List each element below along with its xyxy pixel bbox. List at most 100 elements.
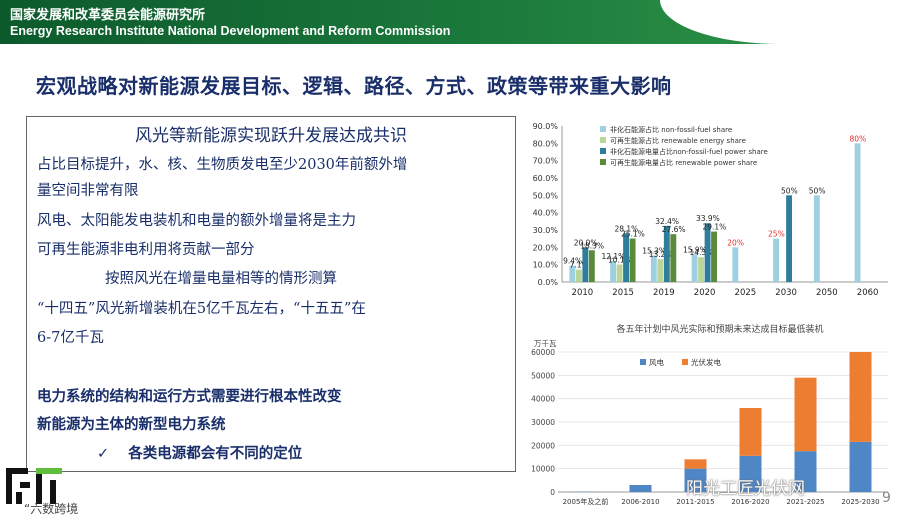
y-tick-label: 20.0% xyxy=(533,243,559,252)
text-line: 占比目标提升，水、核、生物质发电至少2030年前额外增 xyxy=(37,157,408,173)
y-tick-label: 50.0% xyxy=(533,191,559,200)
bar-segment xyxy=(684,468,707,492)
legend-label: 非化石能源电量占比non-fossil-fuel power share xyxy=(610,147,768,156)
x-tick-label: 2019 xyxy=(653,288,675,298)
bar xyxy=(711,231,718,282)
bar xyxy=(670,234,677,282)
bar xyxy=(582,247,589,282)
page-number: 9 xyxy=(882,490,891,506)
text-line: 6-7亿千瓦 xyxy=(37,330,104,346)
text-line: 量空间非常有限 xyxy=(37,183,139,199)
bar-segment xyxy=(739,455,762,492)
bar-segment xyxy=(849,441,872,492)
legend-swatch xyxy=(600,126,606,132)
data-label: 27.6% xyxy=(662,225,686,234)
data-label: 9.4% xyxy=(563,257,582,266)
slide-title: 宏观战略对新能源发展目标、逻辑、路径、方式、政策等带来重大影响 xyxy=(36,74,672,98)
bar xyxy=(650,255,657,282)
logo-text: “六数跨境 xyxy=(24,502,79,516)
x-tick-label: 2015 xyxy=(612,288,634,298)
data-label: 14.3% xyxy=(689,248,713,257)
data-label: 10.1% xyxy=(608,255,632,264)
x-tick-label: 2021-2025 xyxy=(786,498,824,506)
legend-swatch xyxy=(600,137,606,143)
data-label: 28.1% xyxy=(614,224,638,233)
y-tick-label: 70.0% xyxy=(533,157,559,166)
bar xyxy=(588,250,595,282)
x-tick-label: 2030 xyxy=(775,288,797,298)
y-tick-label: 30.0% xyxy=(533,226,559,235)
logo-icon xyxy=(6,468,62,504)
x-tick-label: 2005年及之前 xyxy=(563,497,609,506)
check-item: ✓ 各类电源都会有不同的定位 xyxy=(97,442,302,463)
share-chart: 0.0% 10.0% 20.0% 30.0% 40.0% 50.0% 60.0% 70.0% 8… xyxy=(533,122,888,298)
legend-label: 可再生能源电量占比 renewable power share xyxy=(610,158,757,167)
y-tick-label: 20000 xyxy=(531,441,555,450)
bar xyxy=(786,195,793,282)
bar xyxy=(698,257,705,282)
bar xyxy=(704,223,711,282)
x-tick-label: 2025 xyxy=(735,288,757,298)
data-label: 7.1% xyxy=(570,261,589,270)
bar xyxy=(773,238,780,282)
data-label: 50% xyxy=(809,186,826,195)
y-tick-label: 40000 xyxy=(531,395,555,404)
y-tick-label: 60.0% xyxy=(533,174,559,183)
data-label: 20% xyxy=(727,238,744,247)
legend-swatch xyxy=(600,159,606,165)
y-tick-label: 10000 xyxy=(531,465,555,474)
y-tick-label: 40.0% xyxy=(533,209,559,218)
bar xyxy=(732,247,739,282)
data-label: 12.1% xyxy=(601,252,625,261)
bar xyxy=(623,233,630,282)
x-tick-label: 2020 xyxy=(694,288,716,298)
data-label: 29.1% xyxy=(702,223,726,232)
text-box-title: 风光等新能源实现跃升发展达成共识 xyxy=(135,126,407,146)
bar xyxy=(629,238,636,282)
y-tick-label: 10.0% xyxy=(533,261,559,270)
legend-label: 光伏发电 xyxy=(691,357,721,367)
org-name-en: Energy Research Institute National Devel… xyxy=(10,24,451,38)
text-box: 风光等新能源实现跃升发展达成共识 占比目标提升，水、核、生物质发电至少2030年… xyxy=(26,116,516,472)
x-tick-label: 2006-2010 xyxy=(621,498,659,506)
check-item-label: 各类电源都会有不同的定位 xyxy=(128,446,303,462)
legend-swatch xyxy=(600,148,606,154)
legend-swatch xyxy=(640,359,646,365)
text-line: “十四五”风光新增装机在5亿千瓦左右，“十五五”在 xyxy=(37,301,366,317)
bar xyxy=(663,225,670,282)
bar xyxy=(610,261,617,282)
x-tick-label: 2025-2030 xyxy=(841,498,879,506)
chart-title: 各五年计划中风光实际和预期未来达成目标最低装机 xyxy=(616,323,823,335)
x-tick-label: 2060 xyxy=(857,288,879,298)
legend-label: 可再生能源占比 renewable energy share xyxy=(610,136,746,145)
bar xyxy=(575,269,582,282)
data-label: 15.9% xyxy=(683,245,707,254)
legend-label: 非化石能源占比 non-fossil-fuel share xyxy=(610,125,732,134)
legend-swatch xyxy=(682,359,688,365)
y-tick-label: 30000 xyxy=(531,418,555,427)
data-label: 18.3% xyxy=(580,241,604,250)
y-tick-label: 90.0% xyxy=(533,122,559,131)
bar xyxy=(569,265,576,282)
text-line: 按照风光在增量电量相等的情形测算 xyxy=(105,271,337,287)
bar-segment xyxy=(794,377,817,452)
data-label: 15.3% xyxy=(642,246,666,255)
data-label: 50% xyxy=(781,186,798,195)
bar-segment xyxy=(629,485,652,492)
header-bar: 国家发展和改革委员会能源研究所 Energy Research Institut… xyxy=(0,0,900,44)
y-tick-label: 0 xyxy=(550,488,555,497)
x-tick-label: 2011-2015 xyxy=(676,498,714,506)
data-label: 80% xyxy=(850,134,867,143)
data-label: 32.4% xyxy=(655,217,679,226)
header-swoosh xyxy=(660,0,900,44)
org-name-cn: 国家发展和改革委员会能源研究所 xyxy=(10,8,206,23)
bar xyxy=(657,259,664,282)
y-tick-label: 60000 xyxy=(531,348,555,357)
y-axis-label: 万千瓦 xyxy=(534,338,557,348)
data-label: 13.2% xyxy=(649,250,673,259)
y-tick-label: 0.0% xyxy=(538,278,559,287)
bar xyxy=(854,143,861,282)
bar-segment xyxy=(849,352,872,442)
bold-line: 新能源为主体的新型电力系统 xyxy=(37,417,226,433)
y-tick-label: 80.0% xyxy=(533,139,559,148)
